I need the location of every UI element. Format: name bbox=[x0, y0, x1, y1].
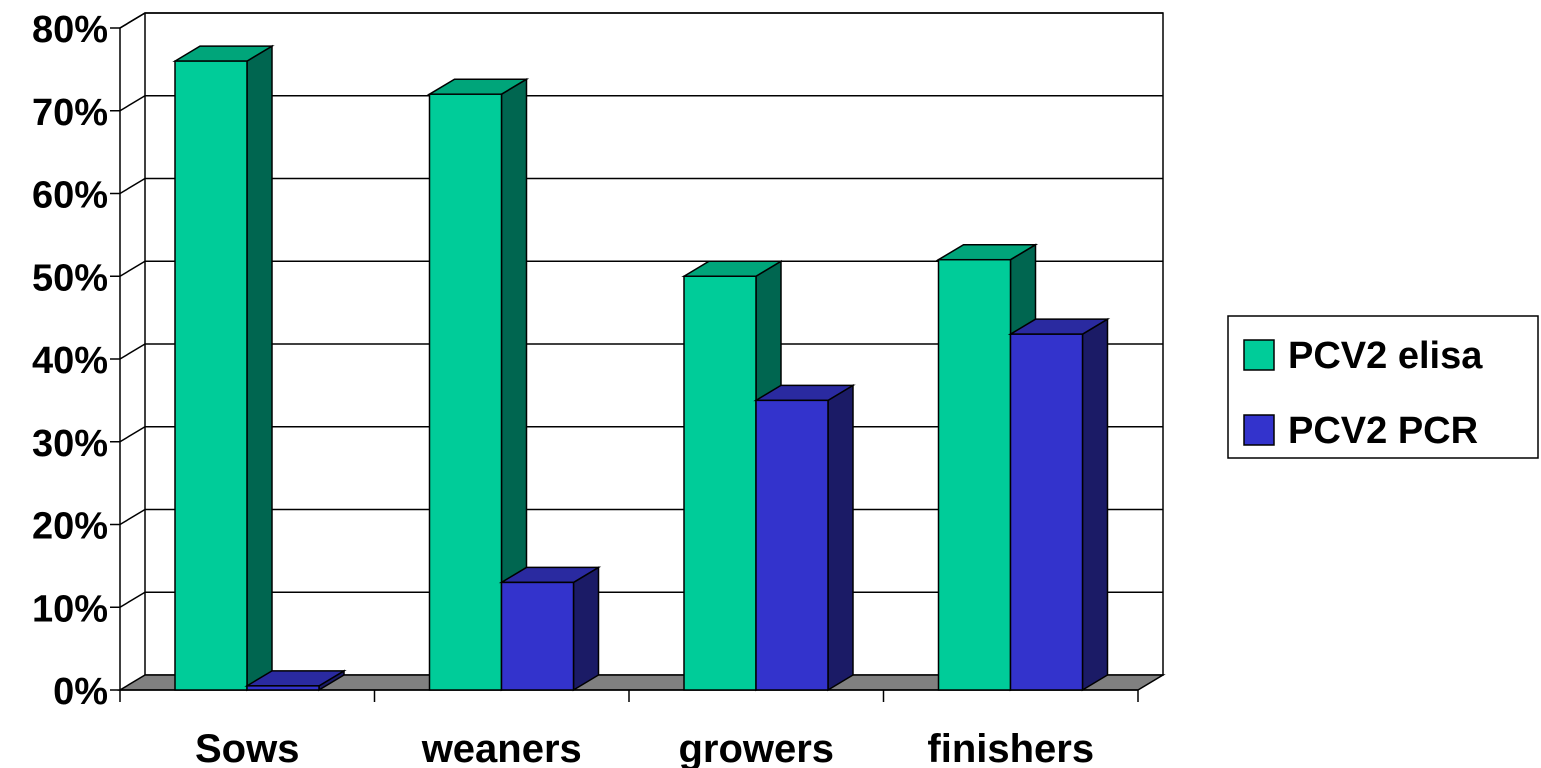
plot-area: 0% 10% 20% 30% 40% 50% 60% 70% 80% Sows weaners gr… bbox=[32, 9, 1166, 768]
legend-label-pcv2-pcr: PCV2 PCR bbox=[1288, 410, 1478, 452]
bar-weaners-pcv2-elisa bbox=[426, 77, 530, 692]
bar-front bbox=[683, 275, 757, 691]
legend-swatch-pcv2-pcr bbox=[1243, 414, 1275, 446]
bar-side bbox=[572, 566, 600, 692]
x-category-label: growers bbox=[678, 727, 834, 768]
bar-front bbox=[174, 60, 248, 691]
x-category-label: weaners bbox=[421, 727, 582, 768]
legend-swatch-pcv2-elisa bbox=[1243, 339, 1275, 371]
bar-side bbox=[827, 384, 854, 692]
gridline-side bbox=[119, 343, 146, 360]
y-axis-tick-labels: 0% 10% 20% 30% 40% 50% 60% 70% 80% bbox=[32, 9, 108, 713]
y-tick-label: 20% bbox=[32, 506, 108, 548]
bar-front bbox=[246, 685, 320, 691]
gridline-side bbox=[119, 591, 146, 608]
legend-label-pcv2-elisa: PCV2 elisa bbox=[1288, 335, 1483, 377]
legend: PCV2 elisa PCV2 PCR bbox=[1227, 315, 1539, 459]
bar-sows-pcv2-pcr bbox=[244, 669, 347, 692]
bar-weaners-pcv2-pcr bbox=[498, 566, 602, 692]
bar-growers-pcv2-pcr bbox=[753, 384, 856, 692]
gridline-side bbox=[119, 508, 146, 526]
gridline-side bbox=[119, 95, 146, 112]
x-category-label: finishers bbox=[927, 727, 1094, 768]
y-tick-label: 70% bbox=[32, 92, 108, 134]
bars bbox=[172, 44, 1111, 692]
gridline-side bbox=[119, 260, 146, 277]
gridline-side bbox=[119, 177, 146, 195]
y-tick-label: 0% bbox=[53, 671, 108, 713]
y-axis-top-edge bbox=[119, 12, 146, 29]
y-tick-label: 30% bbox=[32, 423, 108, 465]
y-tick-label: 80% bbox=[32, 9, 108, 51]
bar-side bbox=[1081, 317, 1109, 692]
bar-finishers-pcv2-pcr bbox=[1007, 317, 1111, 692]
x-category-label: Sows bbox=[195, 727, 299, 768]
bar-front bbox=[755, 399, 829, 691]
y-tick-label: 50% bbox=[32, 257, 108, 299]
bar-sows-pcv2-elisa bbox=[172, 44, 275, 692]
bar-side bbox=[246, 44, 273, 692]
x-axis-category-labels: Sows weaners growers finishers bbox=[195, 727, 1094, 768]
bar-front bbox=[1009, 333, 1084, 691]
bar-front bbox=[428, 93, 503, 691]
y-tick-label: 40% bbox=[32, 340, 108, 382]
y-tick-label: 60% bbox=[32, 175, 108, 217]
y-tick-label: 10% bbox=[32, 588, 108, 630]
bar-front bbox=[500, 581, 575, 691]
bar-front bbox=[937, 258, 1012, 691]
gridline-side bbox=[119, 426, 146, 443]
legend-box bbox=[1227, 315, 1539, 459]
